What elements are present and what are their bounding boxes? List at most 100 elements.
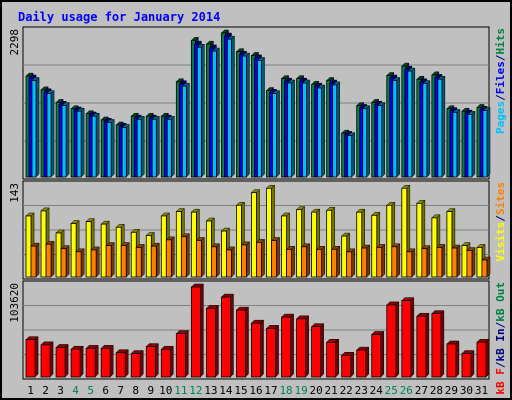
bar-kb-f-face <box>341 354 352 378</box>
bar-sites <box>361 244 371 278</box>
bar-kb-f <box>175 329 189 378</box>
bar-sites-face <box>361 247 368 278</box>
bar-kb-f <box>40 341 54 378</box>
bar-visits-face <box>416 202 423 278</box>
x-tick-label: 15 <box>234 384 247 397</box>
bar-sites-face <box>406 251 413 278</box>
bar-sites-side <box>141 243 145 278</box>
bar-sites <box>406 248 416 278</box>
bar-kb-f-side <box>230 293 234 378</box>
bar-pages-side <box>141 115 145 178</box>
bar-visits-face <box>160 215 167 278</box>
bar-visits-face <box>221 230 227 278</box>
bar-sites-face <box>436 247 443 278</box>
bar-pages-side <box>411 67 416 178</box>
bar-pages-face <box>91 115 97 178</box>
bar-sites <box>45 240 55 278</box>
x-tick-label: 9 <box>147 384 154 397</box>
bar-sites-face <box>331 248 338 278</box>
x-tick-label: 31 <box>475 384 488 397</box>
bar-pages <box>106 118 115 178</box>
bar-kb-f-face <box>416 315 427 378</box>
bar-pages <box>271 90 281 178</box>
bar-visits-face <box>40 210 47 278</box>
bar-pages <box>377 101 386 178</box>
bar-kb-f-face <box>160 348 171 378</box>
bar-pages <box>151 115 160 178</box>
bar-sites-side <box>441 243 446 278</box>
bar-kb-f <box>235 306 250 378</box>
bar-pages <box>31 76 40 178</box>
bar-sites <box>331 245 341 278</box>
bar-visits-face <box>145 235 152 278</box>
bar-sites-face <box>451 247 458 278</box>
bar-kb-f <box>461 349 475 378</box>
bar-kb-f <box>295 315 310 378</box>
bar-sites-side <box>471 246 476 278</box>
bar-sites <box>421 245 431 278</box>
bar-sites-side <box>366 244 370 278</box>
bar-kb-f-face <box>476 341 487 378</box>
bar-kb-f-face <box>446 343 457 378</box>
bar-pages-face <box>61 105 67 178</box>
bar-pages-side <box>80 107 85 178</box>
bar-sites-side <box>381 243 386 278</box>
bar-pages <box>181 82 190 178</box>
bar-sites-side <box>50 240 55 278</box>
bar-pages-face <box>196 46 202 178</box>
bar-sites <box>135 243 145 278</box>
y-max-label-visits-sites: 143 <box>8 183 21 203</box>
bar-sites <box>270 236 281 278</box>
bar-sites-side <box>186 233 190 278</box>
y-max-label-kbytes: 103620 <box>8 283 21 323</box>
bar-kb-f-face <box>236 309 246 378</box>
bar-pages <box>467 110 476 178</box>
bar-sites <box>436 243 446 278</box>
bar-sites-side <box>426 245 431 278</box>
bar-pages <box>76 107 85 178</box>
bar-visits-face <box>296 209 303 278</box>
legend-visits-sites: Visits/Sites <box>494 182 507 262</box>
bar-kb-f <box>341 351 355 378</box>
bar-pages-face <box>76 110 82 178</box>
bar-kb-f-face <box>461 353 472 378</box>
bar-kb-f <box>371 330 385 378</box>
bar-sites-side <box>291 245 295 278</box>
bar-pages-face <box>482 110 488 178</box>
bar-sites <box>210 243 221 278</box>
bar-kb-f <box>416 312 430 378</box>
bar-sites-face <box>316 248 323 278</box>
x-tick-label: 5 <box>87 384 94 397</box>
bar-sites-side <box>351 248 355 278</box>
x-tick-label: 4 <box>72 384 79 397</box>
bar-pages <box>437 75 446 178</box>
x-tick-label: 20 <box>310 384 323 397</box>
bar-sites <box>481 256 491 278</box>
bar-visits-face <box>130 231 137 278</box>
bar-sites-side <box>125 241 130 278</box>
bar-pages <box>166 115 175 178</box>
bar-visits-face <box>281 215 287 278</box>
bar-kb-f <box>190 283 204 378</box>
bar-sites-face <box>45 243 52 278</box>
bar-sites <box>466 246 476 278</box>
bar-kb-f-face <box>356 349 367 378</box>
bar-kb-f-side <box>335 338 339 378</box>
y-max-label-pages-files-hits: 2298 <box>8 29 21 56</box>
bar-sites-face <box>286 248 292 278</box>
bar-visits-face <box>25 215 32 278</box>
chart-title: Daily usage for January 2014 <box>18 10 220 24</box>
bar-visits-face <box>55 232 62 278</box>
bar-kb-f-side <box>410 296 415 378</box>
bar-pages-side <box>366 105 370 178</box>
bar-visits-face <box>85 221 92 278</box>
bar-sites <box>120 241 130 278</box>
bar-pages <box>286 79 296 178</box>
bar-pages <box>61 101 70 178</box>
bar-kb-f-side <box>155 342 159 378</box>
bar-sites <box>180 233 190 278</box>
legend-entry: Pages <box>494 101 507 134</box>
bar-kb-f-side <box>124 349 129 378</box>
